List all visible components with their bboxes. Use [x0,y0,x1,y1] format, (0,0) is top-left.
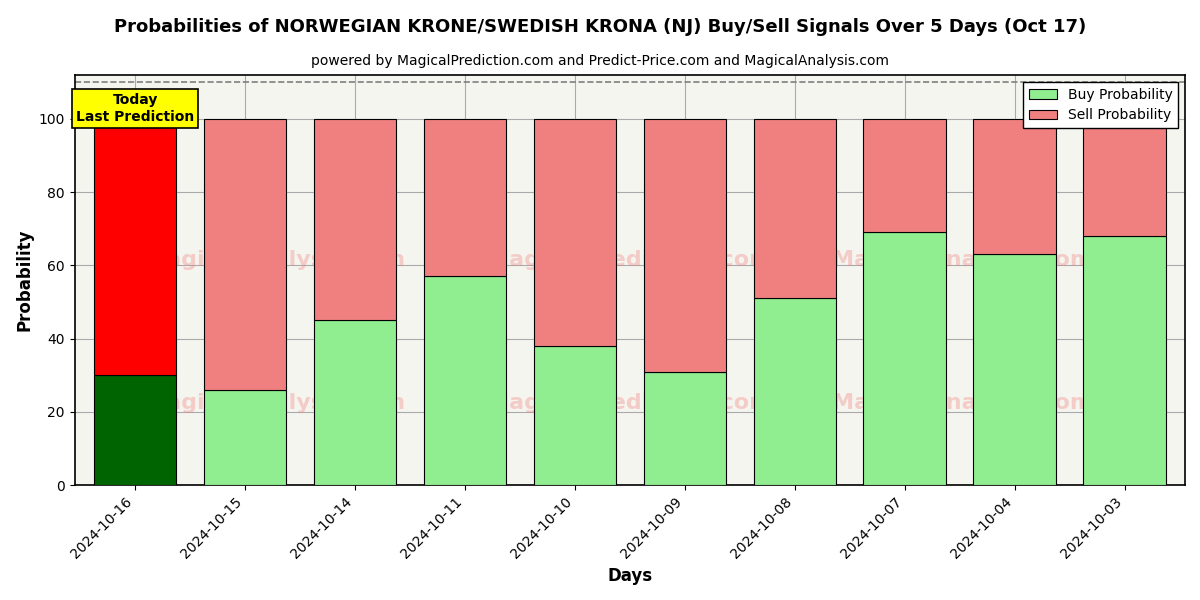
Bar [94,119,176,375]
Text: MagicalAnalysis.com: MagicalAnalysis.com [144,250,406,269]
Text: MagicalAnalysis.com: MagicalAnalysis.com [144,393,406,413]
Bar [204,390,287,485]
Text: powered by MagicalPrediction.com and Predict-Price.com and MagicalAnalysis.com: powered by MagicalPrediction.com and Pre… [311,54,889,68]
Bar [534,346,616,485]
Bar [643,119,726,371]
Bar [313,320,396,485]
Bar [313,119,396,320]
Bar [864,232,946,485]
Text: MagicalAnalysis.com: MagicalAnalysis.com [833,250,1093,269]
Bar [1084,236,1165,485]
X-axis label: Days: Days [607,567,653,585]
Bar [534,119,616,346]
Text: Probabilities of NORWEGIAN KRONE/SWEDISH KRONA (NJ) Buy/Sell Signals Over 5 Days: Probabilities of NORWEGIAN KRONE/SWEDISH… [114,18,1086,36]
Bar [424,119,506,277]
Y-axis label: Probability: Probability [16,229,34,331]
Bar [643,371,726,485]
Bar [973,119,1056,254]
Text: MagicalPrediction.com: MagicalPrediction.com [487,250,773,269]
Bar [864,119,946,232]
Bar [204,119,287,390]
Bar [754,298,836,485]
Legend: Buy Probability, Sell Probability: Buy Probability, Sell Probability [1024,82,1178,128]
Bar [754,119,836,298]
Bar [424,277,506,485]
Text: Today
Last Prediction: Today Last Prediction [76,94,194,124]
Text: MagicalPrediction.com: MagicalPrediction.com [487,393,773,413]
Bar [973,254,1056,485]
Bar [94,375,176,485]
Bar [1084,119,1165,236]
Text: MagicalAnalysis.com: MagicalAnalysis.com [833,393,1093,413]
